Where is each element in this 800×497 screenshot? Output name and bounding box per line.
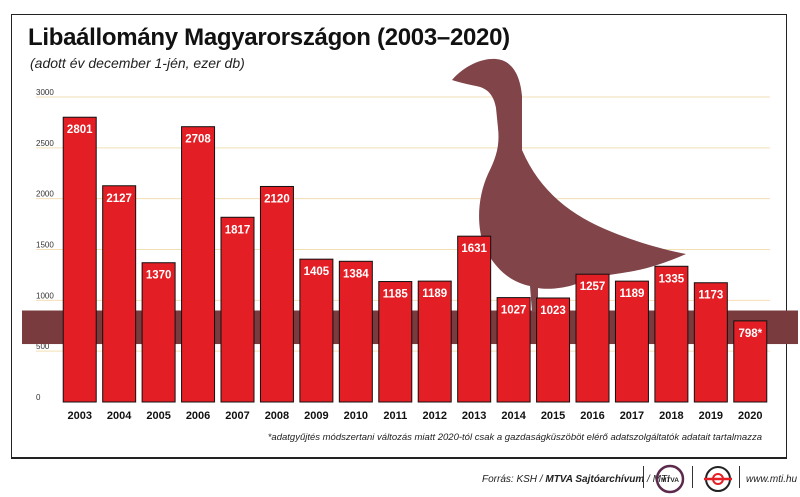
y-tick-label: 2500 xyxy=(36,139,54,148)
bar-value-label: 1817 xyxy=(225,224,251,236)
bar-value-label: 798* xyxy=(738,328,762,340)
bar xyxy=(102,185,137,403)
bar xyxy=(338,260,373,403)
bar-value-label: 1631 xyxy=(461,243,487,255)
bar xyxy=(496,297,531,403)
footer: Forrás: KSH / MTVA Sajtóarchívum / MTI M… xyxy=(0,460,800,497)
chart-footnote: *adatgyűjtés módszertani változás miatt … xyxy=(268,432,762,443)
chart-subtitle: (adott év december 1-jén, ezer db) xyxy=(30,55,245,71)
x-axis-labels: 2003 2004 2005 2006 2007 2008 2009 2010 2011 2012… xyxy=(67,410,762,422)
bar xyxy=(575,273,610,403)
x-tick-label: 2015 xyxy=(541,410,565,422)
bar xyxy=(417,280,452,403)
bar-value-label: 2127 xyxy=(106,193,132,205)
bar xyxy=(733,320,768,403)
x-tick-label: 2008 xyxy=(265,410,289,422)
bar-value-label: 1185 xyxy=(383,289,409,301)
bar xyxy=(141,262,176,403)
x-tick-label: 2011 xyxy=(383,410,407,422)
source-credit: Forrás: KSH / MTVA Sajtóarchívum / MTI xyxy=(482,474,670,485)
x-tick-label: 2005 xyxy=(146,410,170,422)
bar-value-label: 1023 xyxy=(540,305,566,317)
y-tick-label: 500 xyxy=(36,342,50,351)
x-tick-label: 2014 xyxy=(501,410,526,422)
x-tick-label: 2017 xyxy=(620,410,644,422)
x-tick-label: 2018 xyxy=(659,410,683,422)
chart-title: Libaállomány Magyarországon (2003–2020) xyxy=(28,24,510,51)
bar xyxy=(62,116,97,403)
x-tick-label: 2019 xyxy=(699,410,723,422)
bar xyxy=(299,258,334,403)
x-tick-label: 2007 xyxy=(225,410,249,422)
bar-chart: 0 500 1000 1500 2000 2500 3000 2801 2127 1370 270… xyxy=(22,58,798,443)
footer-separator xyxy=(739,466,740,488)
x-tick-label: 2003 xyxy=(67,410,91,422)
mti-logo-icon xyxy=(704,466,732,492)
bar xyxy=(259,185,294,403)
bar-value-label: 1257 xyxy=(580,281,606,293)
x-tick-label: 2010 xyxy=(344,410,368,422)
y-tick-label: 3000 xyxy=(36,88,54,97)
bar xyxy=(181,126,216,403)
goose-silhouette-icon xyxy=(452,58,686,313)
bar xyxy=(654,265,689,403)
bar-value-label: 1189 xyxy=(619,288,644,300)
x-tick-label: 2013 xyxy=(462,410,486,422)
x-tick-label: 2004 xyxy=(107,410,132,422)
source-suffix: / MTI xyxy=(647,474,670,485)
bar-value-label: 1384 xyxy=(343,268,369,280)
x-tick-label: 2006 xyxy=(186,410,210,422)
source-bold: MTVA Sajtóarchívum xyxy=(545,474,645,485)
x-tick-label: 2016 xyxy=(580,410,604,422)
bar-value-label: 1370 xyxy=(146,270,172,282)
footer-separator xyxy=(643,466,644,488)
mtva-logo-icon: MTVA xyxy=(655,464,685,494)
x-tick-label: 2009 xyxy=(304,410,328,422)
y-tick-label: 2000 xyxy=(36,190,54,199)
bar-value-label: 1027 xyxy=(501,305,527,317)
y-axis-ticks: 0 500 1000 1500 2000 2500 3000 xyxy=(36,88,54,402)
bar-value-label: 2120 xyxy=(264,193,290,205)
footer-divider xyxy=(11,458,787,459)
source-prefix: Forrás: KSH / xyxy=(482,474,543,485)
website-url: www.mti.hu xyxy=(746,474,798,485)
bar xyxy=(693,282,728,403)
bar xyxy=(220,216,255,403)
bar-value-label: 2708 xyxy=(185,134,211,146)
bar-value-label: 1335 xyxy=(659,273,685,285)
x-tick-label: 2012 xyxy=(422,410,446,422)
y-tick-label: 1000 xyxy=(36,291,54,300)
bar-value-label: 2801 xyxy=(67,124,93,136)
bar xyxy=(614,280,649,403)
bar xyxy=(536,297,571,403)
x-tick-label: 2020 xyxy=(738,410,762,422)
bar-value-label: 1173 xyxy=(698,290,723,302)
bars xyxy=(62,116,768,403)
y-tick-label: 1500 xyxy=(36,241,54,250)
mtva-logo-text: MTVA xyxy=(661,477,679,484)
footer-separator xyxy=(692,466,693,488)
y-tick-label: 0 xyxy=(36,393,41,402)
bar xyxy=(378,281,413,403)
bar-value-label: 1405 xyxy=(304,266,330,278)
bar-value-label: 1189 xyxy=(422,288,447,300)
bar-value-labels: 2801 2127 1370 2708 1817 2120 1405 1384 1185 1189… xyxy=(67,124,763,340)
bar xyxy=(457,235,492,403)
